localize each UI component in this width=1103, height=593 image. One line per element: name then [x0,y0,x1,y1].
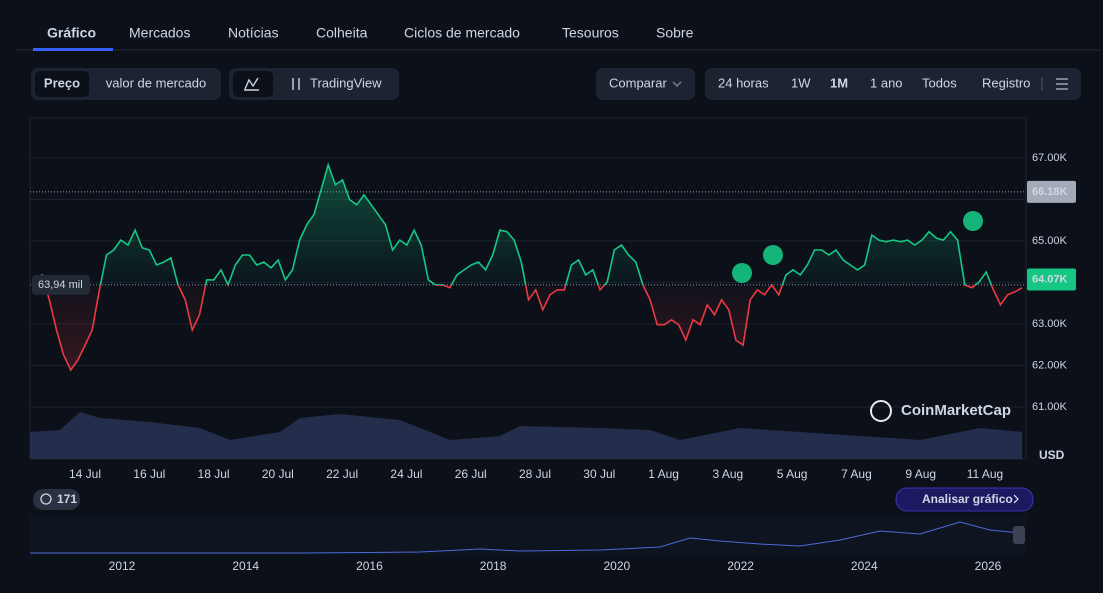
event-marker[interactable] [963,211,983,231]
clock-icon [40,493,52,505]
year-label: 2020 [604,559,631,573]
x-tick-label: 16 Jul [133,467,165,481]
price-line [34,162,1023,372]
year-label: 2018 [480,559,507,573]
navigator-line [30,521,1021,554]
x-tick-label: 9 Aug [905,467,936,481]
tabs: Gráfico Mercados Notícias Colheita Ciclos de… [47,25,694,41]
tab[interactable]: Colheita [316,25,368,41]
tab[interactable]: Ciclos de mercado [404,25,520,41]
year-label: 2024 [851,559,878,573]
line-chart-button[interactable] [233,71,273,97]
range-button[interactable]: Todos [922,75,957,90]
y-tick-label: 67.00K [1032,152,1068,164]
y-unit: USD [1039,448,1065,462]
x-tick-label: 30 Jul [583,467,615,481]
tab[interactable]: Notícias [228,25,279,41]
tab[interactable]: Mercados [129,25,190,41]
event-markers [732,211,983,283]
toggle-market-cap[interactable]: valor de mercado [106,75,206,90]
y-tick-label: 63.00K [1032,318,1068,330]
x-tick-label: 3 Aug [713,467,744,481]
x-tick-label: 1 Aug [648,467,679,481]
chevron [672,81,682,87]
range-button[interactable]: 24 horas [718,75,769,90]
analyze-button[interactable]: Analisar gráfico [922,492,1013,506]
year-label: 2014 [232,559,259,573]
x-tick-label: 7 Aug [841,467,872,481]
event-marker[interactable] [763,245,783,265]
year-label: 2016 [356,559,383,573]
y-tick-label: 65.00K [1032,235,1068,247]
events-count: 171 [57,492,77,506]
tradingview-button[interactable]: TradingView [310,75,382,90]
x-tick-label: 11 Aug [967,467,1003,481]
event-marker[interactable] [732,263,752,283]
range-button[interactable]: Registro [982,75,1030,90]
x-tick-label: 24 Jul [390,467,422,481]
x-tick-label: 18 Jul [198,467,230,481]
range-button[interactable]: 1W [791,75,811,90]
tab[interactable]: Sobre [656,25,694,41]
year-label: 2022 [727,559,754,573]
range-group [705,68,1081,100]
toggle-active [35,71,89,97]
year-label: 2012 [109,559,136,573]
toggle-price[interactable]: Preço [44,75,80,90]
x-tick-label: 14 Jul [69,467,101,481]
navigator-handle[interactable] [1013,526,1025,544]
logo [870,400,892,422]
y-tick-label: 62.00K [1032,359,1068,371]
volume-area [30,412,1022,459]
crosshair-tag [1027,180,1076,203]
baseline-label: 63,94 mil [38,279,83,291]
crosshair-label: 66.18K [1032,186,1068,198]
ranges: 24 horas 1W 1M 1 ano Todos Registro [718,75,1030,90]
last-price-tag [1027,268,1076,291]
analyze-pill[interactable] [895,487,1034,512]
x-tick-label: 20 Jul [262,467,294,481]
chevron [1013,494,1019,504]
range-button[interactable]: 1M [830,75,848,90]
navigator-years: 2012 2014 2016 2018 2020 2022 2024 2026 [109,559,1002,573]
range-button[interactable]: 1 ano [870,75,903,90]
last-price-label: 64.07K [1032,273,1068,285]
navigator [30,515,1026,555]
year-label: 2026 [975,559,1002,573]
x-tick-label: 28 Jul [519,467,551,481]
tab[interactable]: Tesouros [562,25,619,41]
tab-underline [33,48,113,51]
tab[interactable]: Gráfico [47,25,96,41]
y-tick-label: 61.00K [1032,401,1068,413]
settings-icon[interactable] [1056,78,1068,90]
compare-box[interactable] [596,68,695,100]
x-tick-label: 26 Jul [455,467,487,481]
x-tick-label: 22 Jul [326,467,358,481]
price-area [35,164,1022,370]
line-icon [244,77,259,91]
watermark: CoinMarketCap [901,402,1011,419]
compare-button[interactable]: Comparar [609,75,667,90]
x-tick-label: 5 Aug [777,467,808,481]
baseline-tag [32,274,90,295]
plot: 61.00K62.00K63.00K64.00K65.00K66.00K67.0… [30,152,1076,481]
candle-icon [292,78,300,90]
